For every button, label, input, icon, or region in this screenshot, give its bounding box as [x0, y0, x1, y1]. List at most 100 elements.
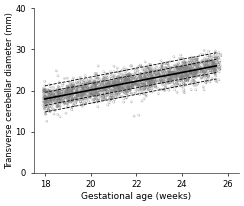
Point	[105, 82, 109, 85]
Point	[84, 96, 88, 99]
Point	[212, 68, 216, 71]
Point	[59, 91, 63, 95]
Point	[98, 83, 102, 87]
Point	[135, 80, 139, 83]
Point	[163, 75, 166, 79]
Point	[130, 80, 134, 83]
Point	[158, 78, 162, 81]
Point	[169, 66, 173, 69]
Point	[100, 89, 103, 92]
Point	[212, 64, 215, 67]
Point	[134, 84, 138, 87]
Point	[212, 67, 215, 70]
Point	[97, 89, 101, 92]
Point	[69, 83, 73, 87]
Point	[66, 101, 70, 104]
Point	[202, 49, 206, 52]
Point	[127, 78, 131, 81]
Point	[127, 81, 131, 84]
Point	[189, 66, 193, 70]
Point	[168, 81, 172, 84]
Point	[194, 71, 198, 74]
Point	[90, 81, 94, 85]
Point	[124, 90, 128, 93]
Point	[62, 93, 66, 96]
Point	[208, 69, 212, 72]
Point	[90, 83, 94, 86]
Point	[64, 90, 68, 94]
Point	[93, 82, 97, 86]
Point	[92, 88, 95, 91]
Point	[131, 86, 134, 89]
Point	[204, 62, 208, 65]
Point	[144, 79, 148, 82]
Point	[147, 80, 151, 84]
Point	[85, 86, 89, 89]
Point	[85, 81, 89, 84]
Point	[141, 77, 144, 80]
Point	[67, 88, 71, 91]
Point	[70, 98, 73, 102]
Point	[65, 102, 69, 106]
Point	[142, 83, 146, 86]
Point	[78, 91, 82, 94]
Point	[153, 85, 157, 88]
Point	[117, 78, 121, 81]
Point	[172, 73, 175, 77]
Point	[177, 73, 181, 76]
Point	[67, 94, 71, 97]
Point	[180, 65, 183, 68]
Point	[88, 96, 92, 99]
Point	[205, 60, 209, 63]
Point	[203, 72, 207, 75]
Point	[84, 88, 88, 91]
Point	[174, 77, 178, 81]
Point	[172, 55, 176, 58]
Point	[147, 70, 151, 73]
Point	[139, 81, 142, 84]
Point	[136, 85, 140, 88]
Point	[55, 91, 59, 95]
Point	[168, 70, 172, 74]
Point	[148, 64, 152, 68]
Point	[203, 57, 206, 60]
Point	[184, 74, 188, 77]
Point	[131, 82, 135, 85]
Point	[205, 64, 209, 67]
Point	[43, 96, 47, 99]
Point	[111, 83, 115, 86]
Point	[180, 82, 183, 86]
Point	[75, 95, 79, 98]
Point	[204, 60, 208, 63]
Point	[75, 81, 79, 84]
Point	[188, 68, 192, 71]
Point	[166, 73, 170, 77]
Point	[170, 79, 173, 82]
Point	[147, 78, 151, 81]
Point	[131, 83, 135, 86]
Point	[202, 67, 206, 70]
Point	[160, 63, 164, 66]
Point	[64, 111, 68, 115]
Point	[79, 93, 82, 96]
Point	[203, 65, 207, 68]
Point	[82, 84, 86, 88]
Point	[153, 81, 157, 84]
Point	[132, 82, 136, 85]
Point	[209, 69, 213, 72]
Point	[134, 76, 138, 80]
Point	[56, 95, 60, 98]
Point	[148, 81, 152, 84]
Point	[185, 75, 189, 78]
Point	[172, 81, 176, 84]
Point	[94, 85, 98, 89]
Point	[103, 85, 107, 89]
Point	[109, 98, 112, 101]
Point	[69, 87, 73, 91]
Point	[175, 75, 179, 78]
Point	[110, 89, 114, 92]
Point	[102, 96, 106, 99]
Point	[182, 60, 186, 63]
Point	[211, 62, 215, 65]
Point	[155, 78, 159, 82]
